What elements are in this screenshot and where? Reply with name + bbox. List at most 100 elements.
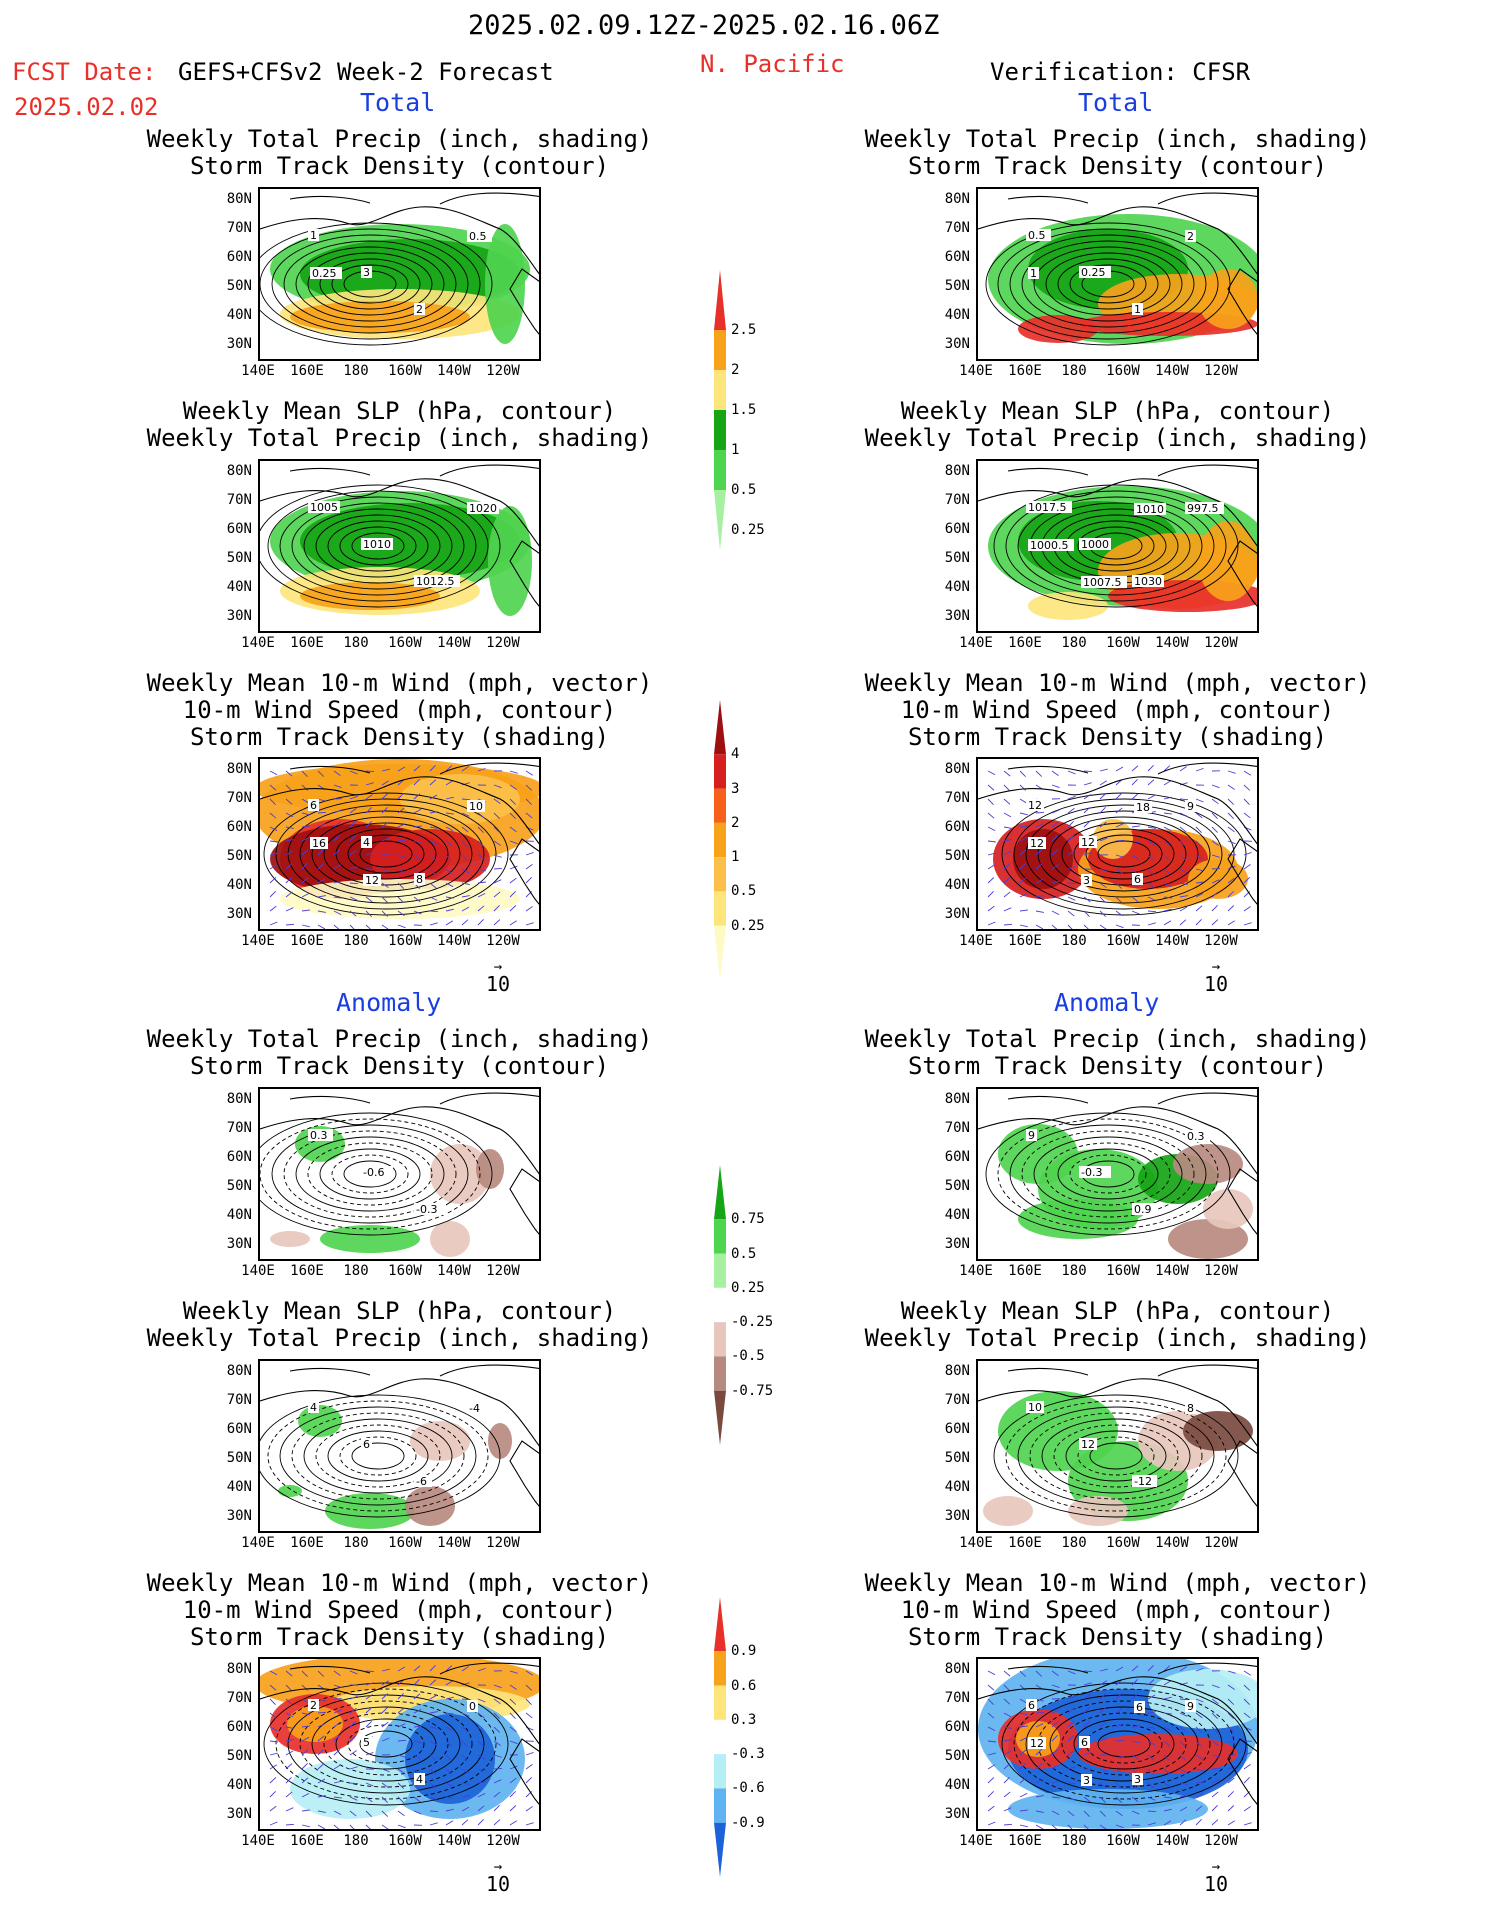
wind-vector [1067, 795, 1076, 800]
contour-line [331, 1154, 409, 1194]
wind-vector [1035, 1810, 1044, 1813]
wind-vector [1195, 881, 1204, 884]
contour-label: 1010 [363, 538, 391, 551]
shade-blob [488, 1423, 512, 1459]
wind-vector [429, 779, 437, 786]
wind-vector [333, 1734, 340, 1742]
wind-vector [1035, 1824, 1044, 1829]
contour-label-bg [1079, 266, 1111, 278]
wind-vector [1099, 1796, 1106, 1803]
lat-label: 40N [226, 1479, 252, 1495]
lon-label: 160W [388, 363, 422, 379]
wind-vector [1243, 1698, 1250, 1706]
shade-blob [370, 829, 490, 889]
shade-blob [287, 1706, 343, 1742]
contour-line [1069, 264, 1147, 304]
wind-vector [509, 1726, 517, 1733]
lon-label: 160W [388, 1263, 422, 1279]
wind-vector [429, 896, 438, 901]
contour-label: 0.5 [1028, 229, 1046, 242]
wind-vector [445, 854, 452, 862]
wind-vector [987, 890, 994, 898]
wind-vector [1179, 906, 1188, 912]
wind-vector [349, 770, 358, 775]
wind-vector [477, 1805, 485, 1812]
wind-vector [1067, 850, 1075, 856]
contour-label-bg [308, 1699, 319, 1711]
wind-vector [1019, 1762, 1026, 1770]
wind-vector [333, 1670, 341, 1677]
wind-vector [1147, 840, 1156, 846]
wind-vector [317, 1810, 326, 1813]
contour-line [1097, 840, 1151, 868]
wind-vector [1211, 812, 1218, 819]
wind-vector [285, 1712, 294, 1718]
wind-vector [1243, 1777, 1250, 1784]
wind-vector [1115, 807, 1123, 814]
wind-vector [445, 1726, 454, 1732]
contour-label-bg [1134, 503, 1166, 515]
contour-label: 2 [310, 1699, 317, 1712]
wind-vector [1099, 1680, 1108, 1686]
contour-label-bg [1081, 874, 1092, 886]
wind-vector [1115, 896, 1122, 903]
colorbar-label: 2 [731, 362, 740, 378]
contour-line [311, 816, 461, 892]
wind-vector [1147, 1679, 1155, 1686]
arrow-right-icon: → [1211, 1859, 1221, 1875]
fcst-date-label: FCST Date: [12, 58, 157, 86]
contour-line [1049, 816, 1199, 892]
wind-vector [509, 890, 516, 898]
wind-vector [269, 864, 278, 870]
wind-vector [1195, 1726, 1202, 1734]
shade-blob [400, 774, 520, 824]
lon-label: 160W [1106, 933, 1140, 949]
lat-label: 40N [944, 1479, 970, 1495]
wind-vector [1227, 890, 1234, 898]
wind-vector [1131, 840, 1140, 844]
wind-vector [349, 1810, 357, 1817]
wind-vector [397, 882, 405, 889]
lon-label: 120W [486, 1535, 520, 1551]
wind-vector [317, 910, 326, 913]
wind-vector [461, 868, 470, 874]
colorbar-storm-anom [714, 1597, 726, 1877]
wind-vector [1115, 910, 1123, 917]
wind-vector [1099, 1721, 1107, 1728]
wind-vector [269, 890, 276, 898]
wind-vector [1115, 1723, 1124, 1728]
contour-label: 12 [1030, 1737, 1044, 1750]
coastline [1227, 1738, 1257, 1805]
contour-label: 1020 [469, 502, 497, 515]
colorbar-swatch [714, 1719, 726, 1755]
wind-vector [333, 896, 342, 899]
lat-label: 60N [944, 521, 970, 537]
contour-label-bg [1132, 873, 1143, 885]
wind-vector [1179, 882, 1188, 885]
wind-vector [445, 1740, 453, 1747]
wind-vector [987, 1670, 996, 1676]
wind-vector [525, 1763, 533, 1770]
wind-vector [365, 1796, 373, 1803]
lat-label: 80N [226, 463, 252, 479]
lon-label: 160E [1008, 363, 1042, 379]
wind-vector [1035, 1795, 1044, 1798]
wind-vector [477, 868, 486, 872]
wind-vector [381, 837, 390, 842]
wind-vector [525, 1806, 533, 1812]
wind-vector [1035, 924, 1044, 929]
wind-vector [1083, 1796, 1091, 1803]
wind-vector [1163, 868, 1171, 875]
wind-vector [413, 1796, 421, 1803]
lat-label: 70N [944, 1120, 970, 1136]
lon-label: 160E [290, 1833, 324, 1849]
wind-vector [285, 784, 292, 792]
wind-vector [1115, 792, 1122, 800]
wind-vector [445, 826, 454, 832]
wind-vector [461, 812, 470, 817]
wind-vector [285, 1750, 294, 1756]
contour-label-bg [308, 229, 319, 241]
contour-line [331, 264, 409, 304]
wind-vector [301, 836, 310, 842]
wind-vector [365, 782, 374, 786]
